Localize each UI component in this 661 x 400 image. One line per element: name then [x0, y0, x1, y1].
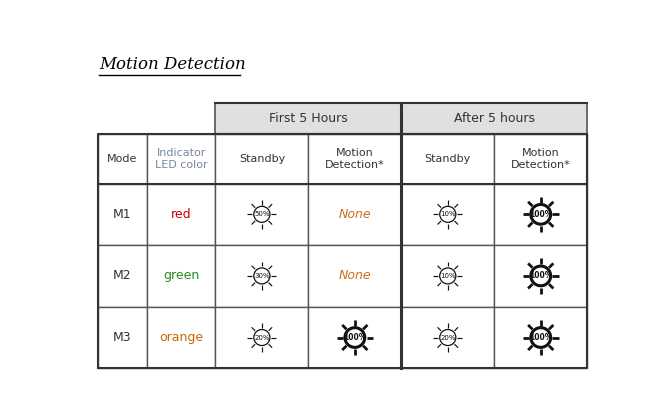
FancyBboxPatch shape — [215, 184, 309, 245]
Text: Motion Detection: Motion Detection — [99, 56, 246, 73]
FancyBboxPatch shape — [98, 104, 215, 134]
FancyBboxPatch shape — [494, 134, 587, 184]
Ellipse shape — [440, 268, 456, 284]
Text: After 5 hours: After 5 hours — [453, 112, 535, 125]
Text: Mode: Mode — [107, 154, 137, 164]
FancyBboxPatch shape — [494, 307, 587, 368]
FancyBboxPatch shape — [215, 104, 401, 134]
Text: 100%: 100% — [529, 210, 553, 219]
FancyBboxPatch shape — [147, 245, 215, 307]
Text: 20%: 20% — [440, 334, 455, 340]
Text: 100%: 100% — [343, 333, 366, 342]
FancyBboxPatch shape — [309, 134, 401, 184]
Text: Motion
Detection*: Motion Detection* — [325, 148, 385, 170]
Ellipse shape — [531, 266, 551, 286]
Text: None: None — [338, 270, 371, 282]
FancyBboxPatch shape — [98, 245, 147, 307]
FancyBboxPatch shape — [494, 245, 587, 307]
Text: Motion
Detection*: Motion Detection* — [511, 148, 570, 170]
Ellipse shape — [345, 328, 365, 347]
Text: 100%: 100% — [529, 333, 553, 342]
Text: red: red — [171, 208, 192, 221]
Ellipse shape — [254, 206, 270, 222]
FancyBboxPatch shape — [215, 307, 309, 368]
Text: Standby: Standby — [239, 154, 285, 164]
FancyBboxPatch shape — [215, 245, 309, 307]
FancyBboxPatch shape — [147, 184, 215, 245]
Text: M1: M1 — [113, 208, 132, 221]
Ellipse shape — [531, 328, 551, 347]
Text: 10%: 10% — [440, 273, 455, 279]
FancyBboxPatch shape — [147, 134, 215, 184]
FancyBboxPatch shape — [98, 134, 147, 184]
FancyBboxPatch shape — [401, 134, 494, 184]
Text: Indicator
LED color: Indicator LED color — [155, 148, 208, 170]
FancyBboxPatch shape — [401, 104, 587, 134]
Text: First 5 Hours: First 5 Hours — [269, 112, 348, 125]
FancyBboxPatch shape — [215, 134, 309, 184]
Text: green: green — [163, 270, 199, 282]
Ellipse shape — [254, 330, 270, 346]
FancyBboxPatch shape — [309, 307, 401, 368]
Text: 30%: 30% — [254, 273, 270, 279]
Ellipse shape — [440, 330, 456, 346]
Text: orange: orange — [159, 331, 203, 344]
FancyBboxPatch shape — [98, 307, 147, 368]
FancyBboxPatch shape — [309, 245, 401, 307]
FancyBboxPatch shape — [494, 184, 587, 245]
Text: 10%: 10% — [440, 211, 455, 217]
Ellipse shape — [254, 268, 270, 284]
Text: 50%: 50% — [254, 211, 270, 217]
FancyBboxPatch shape — [401, 184, 494, 245]
Text: Standby: Standby — [424, 154, 471, 164]
FancyBboxPatch shape — [401, 307, 494, 368]
Text: 20%: 20% — [254, 334, 270, 340]
FancyBboxPatch shape — [309, 184, 401, 245]
FancyBboxPatch shape — [147, 307, 215, 368]
Ellipse shape — [440, 206, 456, 222]
Text: 100%: 100% — [529, 272, 553, 280]
FancyBboxPatch shape — [98, 184, 147, 245]
Text: None: None — [338, 208, 371, 221]
Ellipse shape — [531, 204, 551, 224]
FancyBboxPatch shape — [401, 245, 494, 307]
Text: M2: M2 — [113, 270, 132, 282]
Text: M3: M3 — [113, 331, 132, 344]
